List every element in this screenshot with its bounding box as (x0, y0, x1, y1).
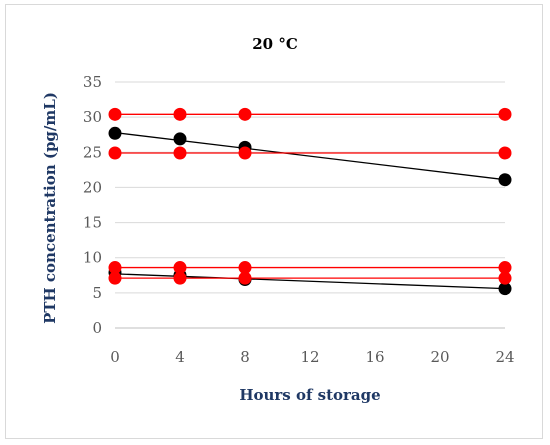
x-tick-label: 16 (365, 348, 384, 366)
limit-point (173, 271, 187, 285)
limit-point (108, 271, 122, 285)
y-axis-label: PTH concentration (pg/mL) (41, 92, 59, 324)
limit-point (173, 107, 187, 121)
limit-point (498, 261, 512, 275)
limit-point (108, 107, 122, 121)
chart-title: 20 °C (252, 35, 298, 53)
limit-point (108, 146, 122, 160)
data-point (173, 132, 187, 146)
x-axis-label: Hours of storage (239, 386, 380, 404)
y-tick-label: 20 (83, 178, 102, 196)
y-tick-label: 5 (92, 284, 102, 302)
limit-point (498, 146, 512, 160)
limit-point (238, 107, 252, 121)
limit-point (498, 271, 512, 285)
limit-point (173, 261, 187, 275)
limit-point (108, 261, 122, 275)
x-tick-label: 0 (110, 348, 120, 366)
x-tick-label: 24 (495, 348, 514, 366)
trend-line (114, 131, 506, 181)
limit-point (173, 146, 187, 160)
x-tick-label: 12 (300, 348, 319, 366)
data-point (108, 126, 122, 140)
y-tick-label: 0 (92, 319, 102, 337)
trend-line (114, 273, 506, 290)
chart-frame (5, 4, 543, 439)
series-lines (114, 113, 506, 290)
y-tick-label: 30 (83, 108, 102, 126)
y-tick-labels: 0 5 10 15 20 25 30 35 (83, 73, 102, 337)
limit-point (238, 146, 252, 160)
data-point (498, 173, 512, 187)
x-tick-label: 8 (240, 348, 250, 366)
limit-point (498, 107, 512, 121)
y-tick-label: 10 (83, 249, 102, 267)
limit-point (238, 261, 252, 275)
x-tick-labels: 0 4 8 12 16 20 24 (110, 348, 514, 366)
gridlines (115, 81, 505, 329)
limit-point (238, 271, 252, 285)
y-tick-label: 15 (83, 214, 102, 232)
series-points (108, 107, 512, 296)
data-point (498, 282, 512, 296)
x-tick-label: 20 (430, 348, 449, 366)
x-tick-label: 4 (175, 348, 185, 366)
y-tick-label: 35 (83, 73, 102, 91)
y-tick-label: 25 (83, 143, 102, 161)
